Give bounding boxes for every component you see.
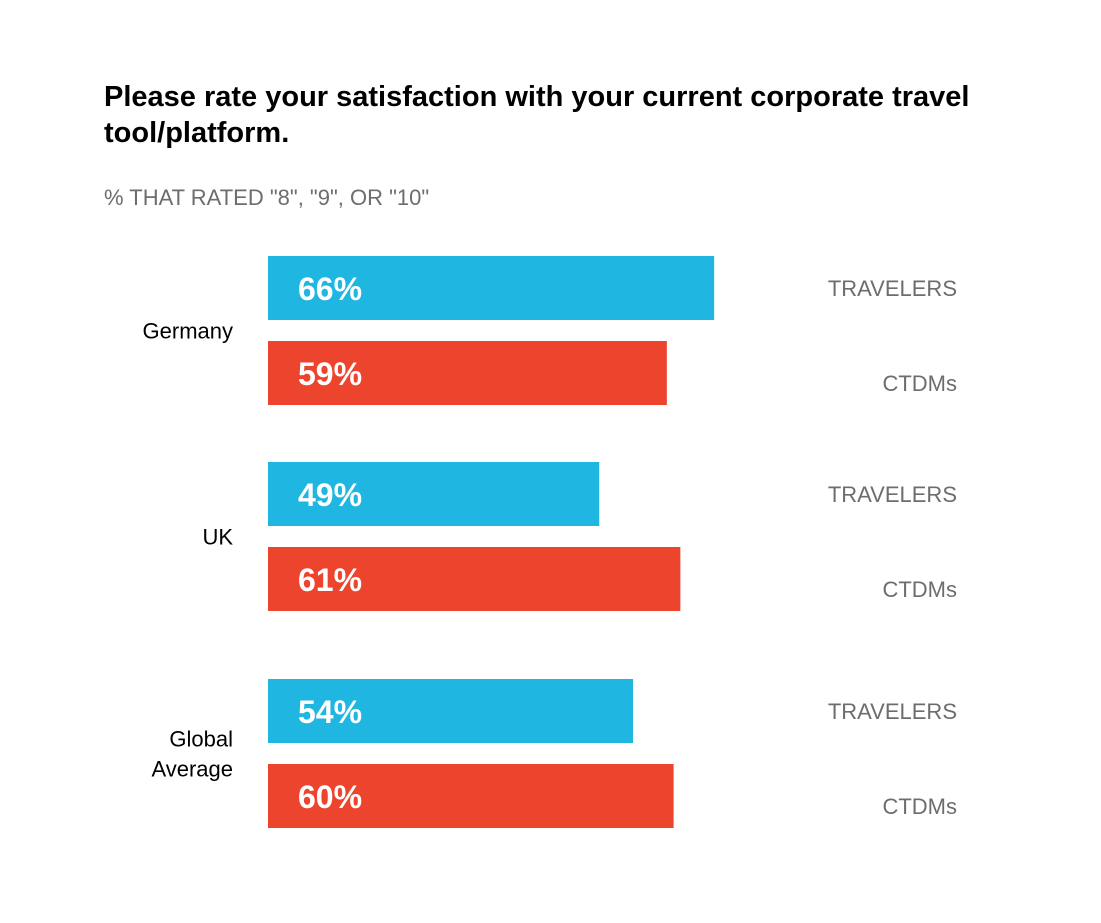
series-label: CTDMs (882, 794, 957, 819)
bar-ctdms (268, 341, 667, 405)
bar-ctdms (268, 764, 674, 828)
bar-travelers (268, 462, 600, 526)
series-label: CTDMs (882, 577, 957, 602)
chart-title: Please rate your satisfaction with your … (104, 81, 970, 149)
chart-subtitle: % THAT RATED "8", "9", OR "10" (104, 185, 430, 210)
bar-value-label: 60% (298, 779, 362, 815)
bar-value-label: 49% (298, 477, 362, 513)
bar-value-label: 59% (298, 356, 362, 392)
bar-ctdms (268, 547, 681, 611)
series-label: TRAVELERS (828, 482, 957, 507)
series-label: TRAVELERS (828, 699, 957, 724)
series-label: CTDMs (882, 371, 957, 396)
bar-travelers (268, 679, 634, 743)
category-label: UK (202, 525, 233, 550)
series-label: TRAVELERS (828, 276, 957, 301)
category-label: Germany (143, 319, 233, 344)
bar-value-label: 66% (298, 271, 362, 307)
category-label: Global (169, 727, 233, 752)
bar-value-label: 61% (298, 562, 362, 598)
bar-value-label: 54% (298, 694, 362, 730)
category-label: Average (151, 757, 233, 782)
bar-travelers (268, 256, 715, 320)
